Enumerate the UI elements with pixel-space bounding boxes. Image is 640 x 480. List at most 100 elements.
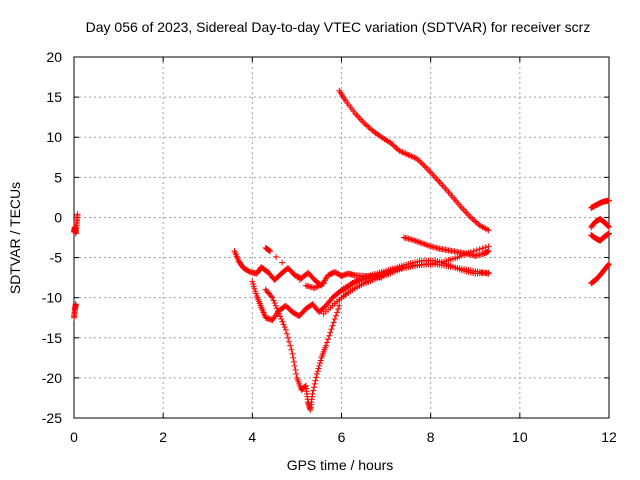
- data-point: [289, 350, 296, 357]
- data-point-interp: [322, 344, 329, 351]
- data-point-interp: [325, 336, 332, 343]
- data-point-interp: [412, 237, 419, 244]
- data-point-interp: [414, 238, 421, 245]
- data-point: [418, 240, 425, 247]
- data-point-interp: [72, 302, 79, 309]
- data-point-interp: [605, 231, 612, 238]
- data-point-interp: [444, 247, 451, 254]
- data-point-interp: [316, 362, 323, 369]
- data-point-interp: [605, 261, 612, 268]
- data-point-interp: [296, 276, 303, 283]
- data-point-interp: [605, 223, 612, 230]
- data-point-interp: [340, 286, 347, 293]
- data-point-interp: [363, 122, 370, 129]
- data-points: [71, 87, 612, 413]
- data-point-interp: [469, 215, 476, 222]
- data-point-interp: [273, 253, 280, 260]
- data-point-interp: [473, 219, 480, 226]
- y-axis-label: SDTVAR / TECUs: [7, 182, 23, 294]
- series-right-a: [588, 197, 612, 211]
- data-point-interp: [285, 334, 291, 341]
- y-tick-label: -15: [42, 330, 62, 346]
- x-tick-label: 12: [601, 429, 617, 445]
- data-point-interp: [604, 262, 611, 269]
- y-tick-label: -5: [50, 250, 63, 266]
- data-point-interp: [290, 271, 297, 278]
- data-point-interp: [238, 262, 245, 269]
- data-point-interp: [381, 270, 388, 277]
- data-point-interp: [452, 248, 459, 255]
- data-point-interp: [285, 265, 291, 272]
- data-point-interp: [408, 236, 415, 243]
- data-point-interp: [390, 267, 397, 274]
- data-point-interp: [279, 259, 286, 266]
- data-point-interp: [359, 118, 366, 125]
- data-point-interp: [271, 300, 278, 307]
- series-small-blips: [262, 244, 327, 292]
- data-point-interp: [354, 283, 361, 290]
- data-point-interp: [375, 132, 382, 139]
- data-point: [396, 147, 403, 154]
- data-point-interp: [327, 329, 334, 336]
- data-point-interp: [253, 290, 260, 297]
- data-point-interp: [336, 271, 343, 278]
- data-point-interp: [327, 297, 334, 304]
- data-point-interp: [411, 154, 418, 161]
- data-point-interp: [262, 267, 269, 274]
- data-point: [282, 326, 289, 333]
- data-point-interp: [278, 316, 285, 323]
- series-right-b: [588, 216, 612, 231]
- data-point-interp: [389, 141, 396, 148]
- data-point-interp: [420, 161, 427, 168]
- data-point-interp: [476, 246, 483, 253]
- data-point-interp: [317, 357, 324, 364]
- y-tick-label: -25: [42, 410, 62, 426]
- data-point-interp: [326, 332, 333, 339]
- data-point-interp: [470, 217, 477, 224]
- series-right-c: [588, 230, 612, 244]
- series-low-wiggle: [249, 264, 407, 324]
- data-point-interp: [457, 203, 464, 210]
- series-descend-high: [336, 87, 492, 234]
- x-axis-label: GPS time / hours: [287, 457, 394, 473]
- data-point-interp: [268, 293, 275, 300]
- data-point-interp: [287, 342, 294, 349]
- data-point-interp: [599, 235, 606, 242]
- data-point-interp: [286, 338, 293, 345]
- data-point-interp: [313, 374, 320, 381]
- data-point-interp: [244, 267, 251, 274]
- y-tick-label: 20: [46, 49, 62, 65]
- y-tick-label: 10: [46, 129, 62, 145]
- data-point-interp: [484, 248, 491, 255]
- data-point-interp: [316, 360, 323, 367]
- data-point-interp: [289, 269, 296, 276]
- data-point-interp: [320, 304, 327, 311]
- y-tick-label: 0: [54, 209, 62, 225]
- x-tick-label: 4: [248, 429, 256, 445]
- data-point-interp: [291, 362, 298, 369]
- data-point-interp: [430, 172, 437, 179]
- data-point-interp: [317, 281, 324, 288]
- x-tick-label: 8: [427, 429, 435, 445]
- data-point-interp: [341, 96, 348, 103]
- data-point-interp: [484, 226, 491, 233]
- data-point-interp: [415, 239, 422, 246]
- axis-ticks: 0 2 4 6 8 10 12 20 15 10 5 0 -5 -10 -15 -20 -25: [42, 49, 617, 445]
- data-point-interp: [334, 290, 341, 297]
- data-point-interp: [452, 255, 459, 262]
- data-point-interp: [265, 247, 272, 254]
- data-point-interp: [439, 182, 446, 189]
- data-point-interp: [456, 266, 463, 273]
- data-point-interp: [472, 218, 479, 225]
- chart-title: Day 056 of 2023, Sidereal Day-to-day VTE…: [86, 19, 591, 35]
- data-point-interp: [411, 237, 418, 244]
- data-point: [313, 370, 320, 377]
- data-point-interp: [466, 212, 473, 219]
- data-point-interp: [482, 244, 489, 251]
- data-point-interp: [311, 380, 318, 387]
- data-point: [405, 151, 412, 158]
- data-point: [276, 310, 283, 317]
- data-point-interp: [314, 368, 321, 375]
- data-point-interp: [465, 249, 472, 256]
- data-point-interp: [417, 239, 424, 246]
